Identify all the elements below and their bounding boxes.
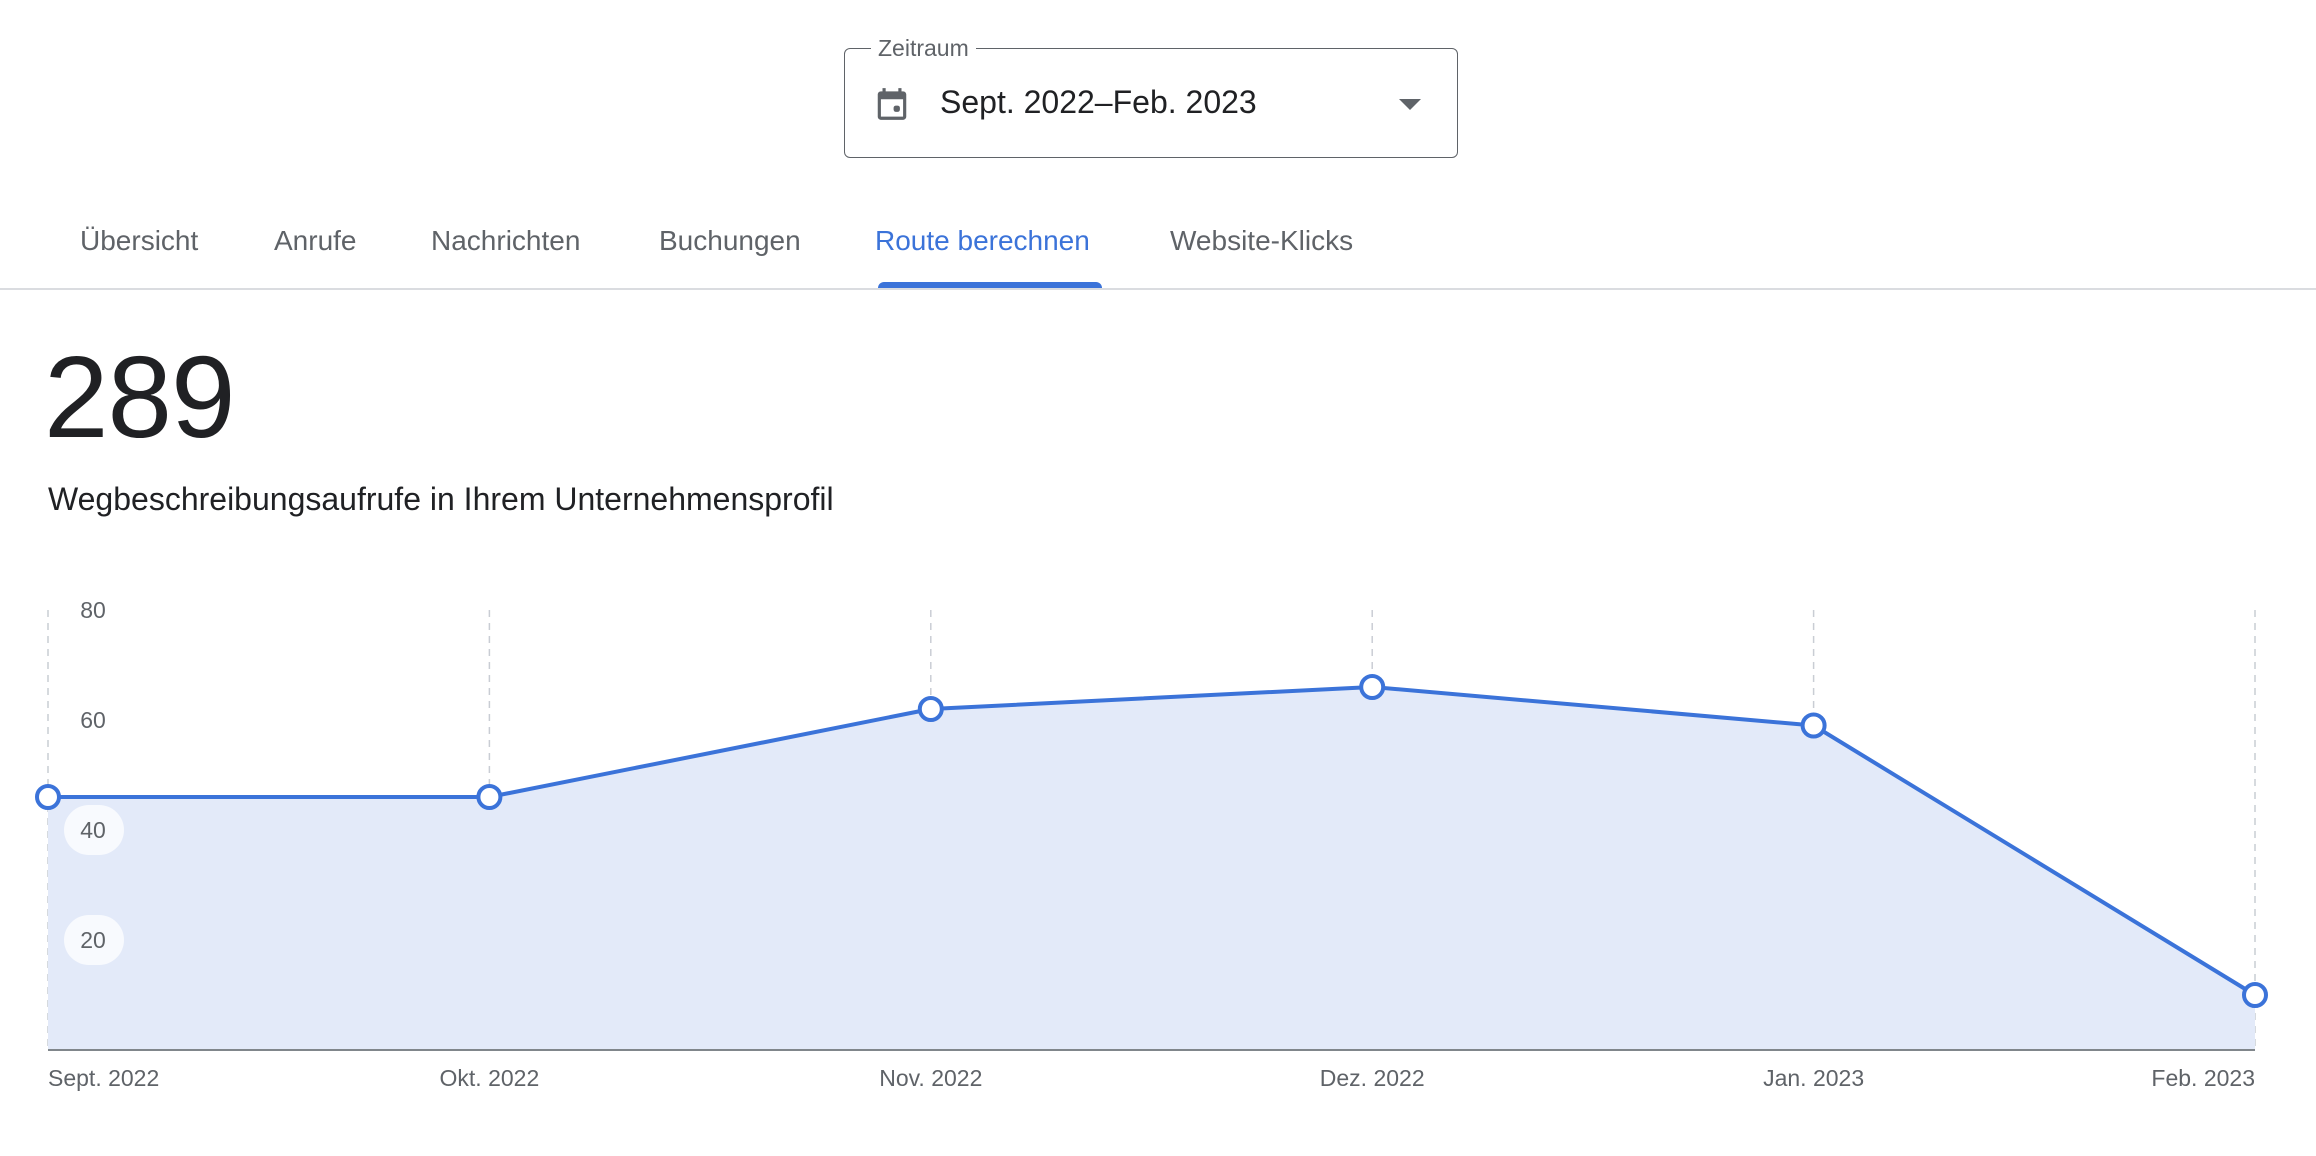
tab-uebersicht[interactable]: Übersicht	[80, 225, 199, 256]
chevron-down-icon	[1399, 99, 1421, 110]
x-tick-label: Okt. 2022	[440, 1065, 540, 1091]
chart-points	[35, 674, 2268, 1008]
area-fill	[48, 687, 2255, 1050]
metric-label: Wegbeschreibungsaufrufe in Ihrem Unterne…	[48, 481, 834, 517]
data-point	[35, 784, 61, 810]
line-chart: 80 60 40 20 Sept. 2022 Okt. 2022 Nov. 2022 Dez…	[35, 597, 2268, 1091]
data-point	[1359, 674, 1386, 700]
y-tick-bg	[64, 805, 124, 855]
period-selector[interactable]: Zeitraum Sept. 2022–Feb. 2023	[844, 31, 1458, 158]
tab-route-berechnen[interactable]: Route berechnen	[875, 225, 1090, 256]
x-axis-ticks: Sept. 2022 Okt. 2022 Nov. 2022 Dez. 2022 Jan…	[48, 1065, 2255, 1091]
tab-nachrichten[interactable]: Nachrichten	[431, 225, 581, 256]
x-tick-label: Feb. 2023	[2151, 1065, 2255, 1091]
period-legend: Zeitraum	[871, 31, 976, 65]
x-tick-label: Dez. 2022	[1320, 1065, 1425, 1091]
y-tick: 60	[80, 707, 106, 733]
x-tick-label: Jan. 2023	[1763, 1065, 1864, 1091]
data-point	[917, 696, 944, 722]
y-tick-label: 80	[80, 597, 106, 623]
y-tick-label: 40	[80, 817, 106, 843]
series-line	[48, 685, 2257, 997]
y-tick: 20	[64, 915, 124, 965]
data-point	[1800, 712, 1827, 739]
y-tick: 80	[80, 597, 106, 623]
x-tick-label: Sept. 2022	[48, 1065, 159, 1091]
tab-anrufe[interactable]: Anrufe	[274, 225, 357, 256]
y-tick-label: 60	[80, 707, 106, 733]
y-tick-label: 20	[80, 927, 106, 953]
tabs-divider	[0, 288, 2316, 290]
calendar-icon	[877, 88, 907, 120]
tab-bar: Übersicht Anrufe Nachrichten Buchungen R…	[0, 200, 2316, 290]
y-axis-ticks: 80 60 40 20	[64, 597, 124, 965]
chart-line	[48, 685, 2257, 997]
period-value: Sept. 2022–Feb. 2023	[940, 84, 1257, 120]
y-tick-bg	[64, 915, 124, 965]
tab-buchungen[interactable]: Buchungen	[659, 225, 801, 256]
x-tick-label: Nov. 2022	[879, 1065, 982, 1091]
chart-area	[48, 687, 2255, 1050]
active-tab-indicator	[878, 282, 1102, 288]
data-point	[2242, 982, 2268, 1008]
tab-website-klicks[interactable]: Website-Klicks	[1170, 225, 1354, 256]
metric-value: 289	[44, 332, 236, 462]
y-tick: 40	[64, 805, 124, 855]
data-point	[476, 784, 503, 810]
